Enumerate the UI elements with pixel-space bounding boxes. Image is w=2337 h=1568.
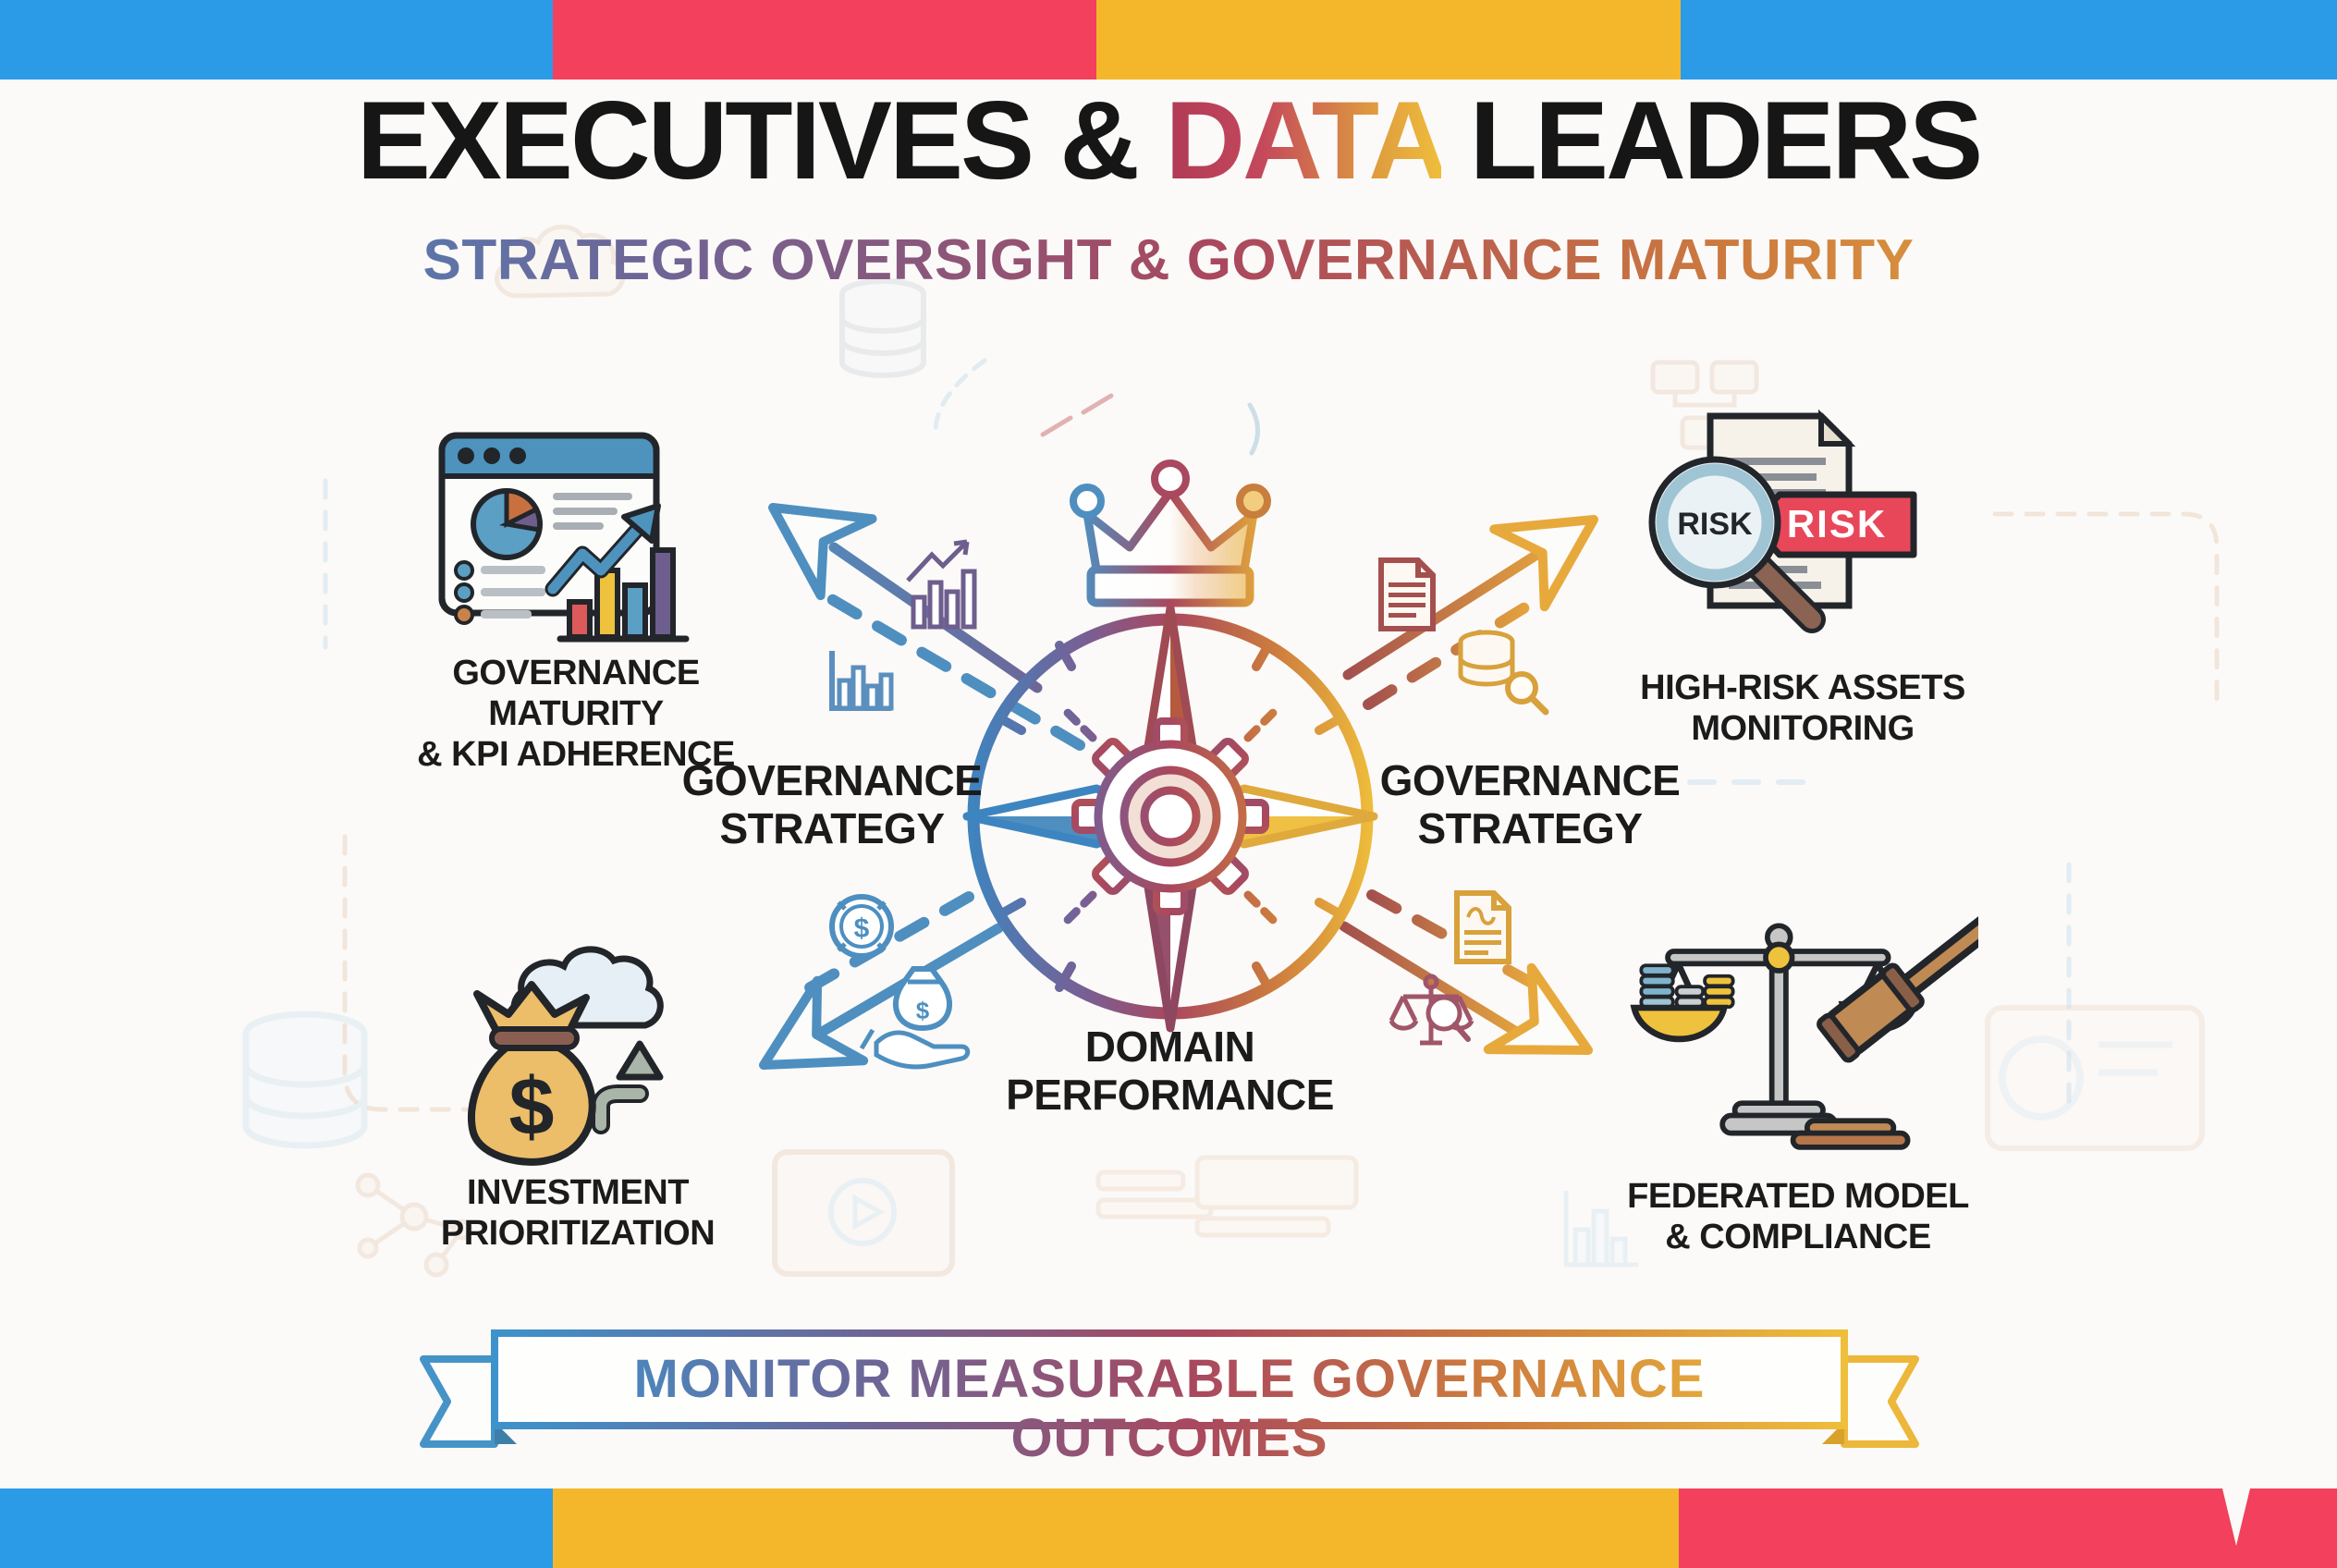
- ribbon-band: [491, 1329, 1848, 1429]
- money-bag-icon: $: [467, 946, 664, 1166]
- coin-stacks: [1639, 963, 1735, 1010]
- mini-bar-chart-axis-icon: [829, 651, 894, 711]
- label-high-risk-assets: HIGH-RISK ASSETS MONITORING: [1613, 668, 1992, 749]
- top-bar-blue-left: [0, 0, 553, 80]
- crown-icon: [1070, 459, 1271, 607]
- growth-arrow: [592, 1040, 664, 1134]
- page-title: EXECUTIVES & DATA LEADERS: [0, 85, 2337, 196]
- label-line: INVESTMENT: [467, 1173, 689, 1212]
- label-domain-performance: DOMAIN PERFORMANCE: [978, 1023, 1362, 1119]
- top-bar-pink: [553, 0, 1096, 80]
- label-line: FEDERATED MODEL: [1627, 1177, 1969, 1216]
- compass-gear-icon: [962, 604, 1378, 1033]
- bullet-list: [454, 560, 545, 625]
- label-line: PERFORMANCE: [1006, 1071, 1334, 1119]
- bg-video-player-icon: [772, 1149, 955, 1277]
- banner-text: MONITOR MEASURABLE GOVERNANCE OUTCOMES: [518, 1350, 1821, 1468]
- browser-header: [442, 435, 656, 476]
- bottom-bar-yellow: [553, 1488, 1679, 1568]
- ribbon-banner: [420, 1329, 1919, 1448]
- mini-coin-icon: $: [829, 894, 894, 959]
- label-line: PRIORITIZATION: [440, 1214, 716, 1253]
- mini-bag-symbol: $: [916, 997, 930, 1024]
- bg-database-blue-icon: [242, 1011, 368, 1149]
- text-lines: [553, 493, 632, 530]
- bg-network-icon: [355, 1172, 473, 1278]
- title-prefix: EXECUTIVES &: [356, 79, 1166, 202]
- mini-certificate-icon: [1454, 890, 1511, 964]
- risk-magnifier-icon: RISK RISK: [1648, 409, 1917, 633]
- label-line: & KPI ADHERENCE: [417, 735, 735, 774]
- mini-hand-money-icon: $: [859, 966, 971, 1070]
- title-suffix: LEADERS: [1441, 79, 1983, 202]
- label-governance-maturity: GOVERNANCE MATURITY & KPI ADHERENCE: [377, 653, 775, 775]
- label-line: STRATEGY: [719, 804, 945, 852]
- magnifier: RISK: [1648, 456, 1826, 633]
- label-governance-strategy-right: GOVERNANCE STRATEGY: [1336, 756, 1724, 852]
- label-line: GOVERNANCE: [1379, 756, 1681, 804]
- page-subtitle: STRATEGIC OVERSIGHT & GOVERNANCE MATURIT…: [0, 228, 2337, 292]
- trend-arrow: [544, 503, 661, 597]
- label-line: DOMAIN: [1084, 1023, 1255, 1071]
- mini-document-icon: [1378, 557, 1436, 631]
- top-bar-yellow: [1096, 0, 1681, 80]
- bottom-bar-blue: [0, 1488, 553, 1568]
- magnifier-risk-label: RISK: [1677, 507, 1753, 542]
- bg-laptop-icon: [1985, 1005, 2205, 1151]
- mini-bar-chart-trend-icon: [906, 539, 977, 630]
- dashed-connectors: [323, 358, 2220, 1117]
- bg-database-icon: [839, 278, 926, 378]
- scales-gavel-icon: [1630, 911, 1978, 1150]
- bg-document-lines-icon: [1095, 1155, 1359, 1238]
- label-federated-model: FEDERATED MODEL & COMPLIANCE: [1604, 1176, 1992, 1257]
- label-governance-strategy-left: GOVERNANCE STRATEGY: [638, 756, 1026, 852]
- label-line: & COMPLIANCE: [1665, 1218, 1931, 1256]
- label-line: GOVERNANCE: [681, 756, 983, 804]
- bar-chart: [557, 547, 690, 643]
- title-highlight: DATA: [1165, 79, 1444, 202]
- label-line: STRATEGY: [1417, 804, 1643, 852]
- bottom-bar-notch: [2222, 1488, 2250, 1546]
- bg-bar-chart-icon: [1563, 1191, 1638, 1268]
- arrow-top-left: [768, 503, 1085, 751]
- mini-scales-search-icon: [1389, 974, 1474, 1046]
- ribbon-tail-left: [420, 1355, 498, 1448]
- ribbon-tail-right: [1841, 1355, 1919, 1448]
- label-investment-prioritization: INVESTMENT PRIORITIZATION: [379, 1172, 777, 1254]
- gear: [1071, 717, 1269, 915]
- browser-dots: [458, 447, 526, 464]
- left-pan: [1630, 1004, 1729, 1043]
- dashboard-analytics-icon: [438, 432, 690, 643]
- bag-body: [467, 1044, 596, 1166]
- label-line: GOVERNANCE MATURITY: [452, 654, 700, 733]
- risk-tag-label: RISK: [1787, 502, 1887, 545]
- label-line: MONITORING: [1691, 709, 1915, 748]
- gavel: [1790, 911, 1978, 1150]
- arrow-top-right: [1342, 515, 1598, 710]
- top-bar-blue-right: [1681, 0, 2337, 80]
- mini-database-search-icon: [1458, 630, 1549, 716]
- mini-coin-symbol: $: [854, 913, 870, 944]
- dollar-symbol: $: [509, 1060, 555, 1152]
- label-line: HIGH-RISK ASSETS: [1640, 668, 1965, 707]
- background-decorations: [242, 224, 2205, 1278]
- bag-tie: [489, 1026, 580, 1050]
- bg-cloud-icon: [495, 224, 626, 299]
